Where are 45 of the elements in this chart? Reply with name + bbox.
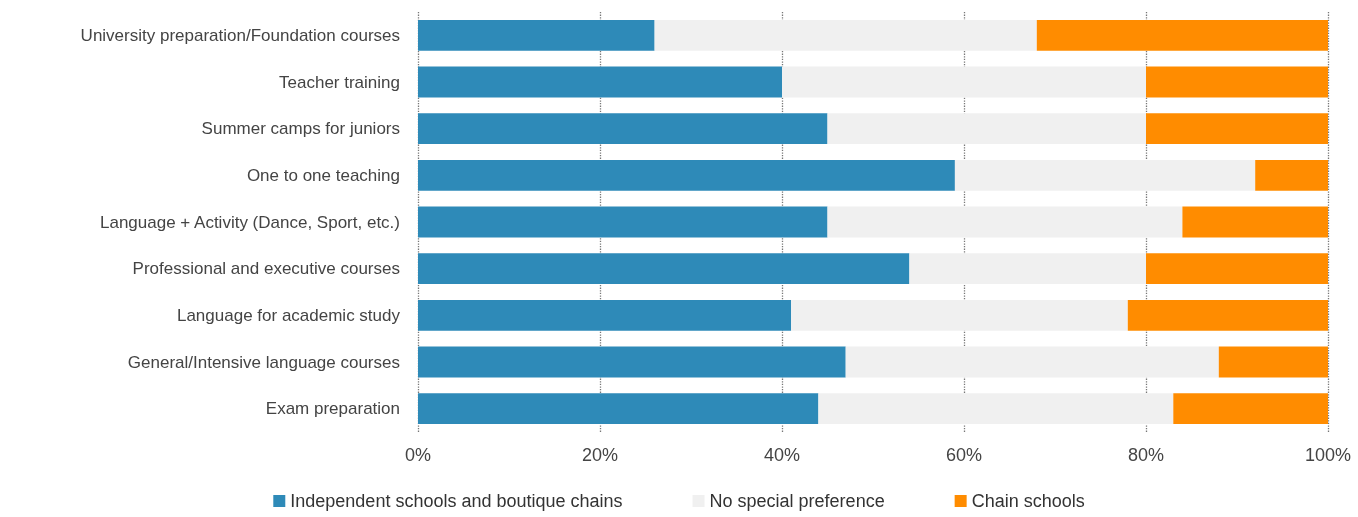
- y-tick-label: Language for academic study: [176, 305, 401, 325]
- bar: [418, 299, 792, 331]
- y-tick-label: Exam preparation: [265, 399, 400, 419]
- bar: [791, 299, 1128, 331]
- bar: [418, 159, 955, 191]
- bar: [418, 113, 828, 145]
- x-tick-label: 20%: [581, 445, 619, 465]
- y-tick-label: One to one teaching: [246, 165, 400, 185]
- y-tick-label: Teacher training: [279, 72, 400, 92]
- bar: [827, 206, 1183, 238]
- bar: [827, 113, 1146, 145]
- legend-label: No special preference: [709, 491, 885, 511]
- bar: [418, 393, 819, 425]
- bar: [1182, 206, 1328, 238]
- bar: [1146, 253, 1328, 285]
- bar: [1146, 113, 1328, 145]
- bar: [1146, 66, 1328, 98]
- bar: [654, 19, 1037, 51]
- bar: [845, 346, 1219, 378]
- x-tick-label: 80%: [1127, 445, 1165, 465]
- bar: [1255, 159, 1328, 191]
- legend-label: Independent schools and boutique chains: [290, 491, 623, 511]
- bar: [1218, 346, 1328, 378]
- bar: [1127, 299, 1328, 331]
- x-tick-label: 0%: [404, 445, 432, 465]
- legend-label: Chain schools: [971, 491, 1085, 511]
- y-tick-label: Professional and executive courses: [132, 259, 400, 279]
- bar: [1173, 393, 1328, 425]
- x-tick-label: 60%: [945, 445, 983, 465]
- bar: [418, 206, 828, 238]
- bar: [418, 66, 782, 98]
- bar: [418, 19, 655, 51]
- bar: [909, 253, 1146, 285]
- y-tick-label: General/Intensive language courses: [127, 352, 400, 372]
- x-tick-label: 100%: [1304, 445, 1352, 465]
- bar: [418, 346, 846, 378]
- bar: [782, 66, 1146, 98]
- y-tick-label: Language + Activity (Dance, Sport, etc.): [99, 212, 400, 232]
- y-tick-label: University preparation/Foundation courses: [80, 25, 400, 45]
- bar: [418, 253, 910, 285]
- y-tick-label: Summer camps for juniors: [201, 119, 400, 139]
- bar: [1036, 19, 1328, 51]
- x-tick-label: 40%: [763, 445, 801, 465]
- bar: [818, 393, 1174, 425]
- bar: [954, 159, 1256, 191]
